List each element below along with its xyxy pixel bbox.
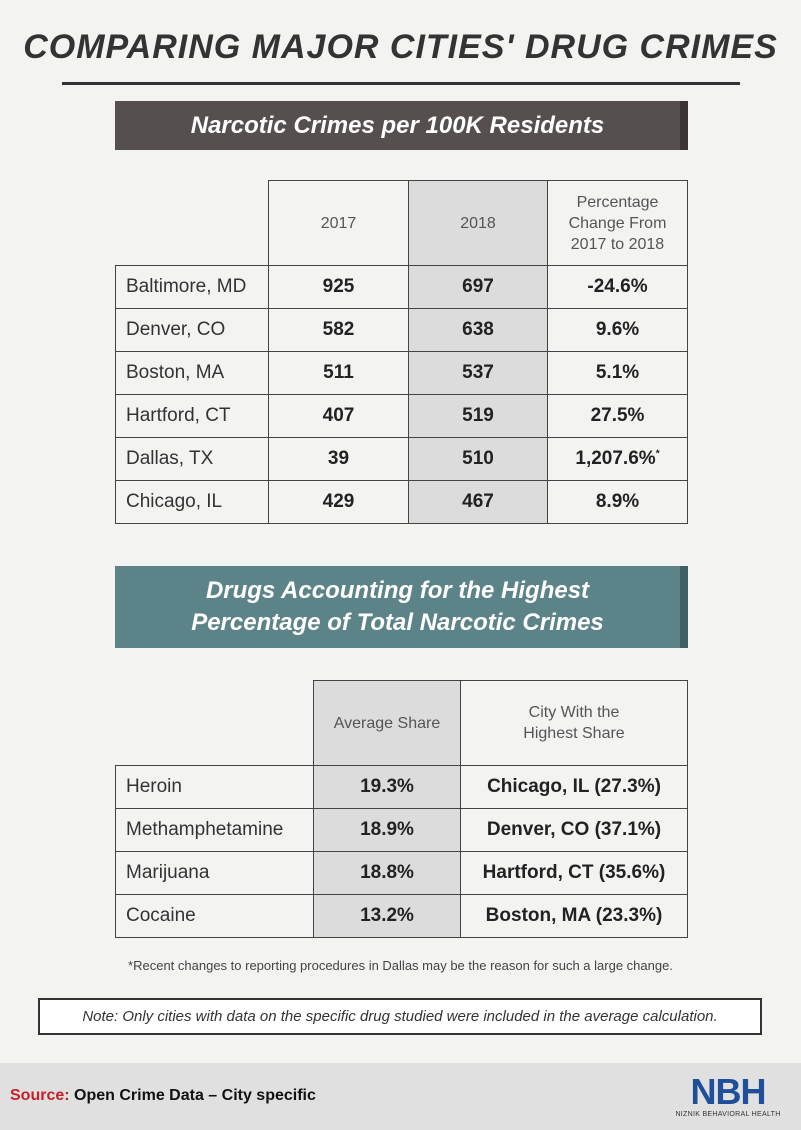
table-header-row: 2017 2018 Percentage Change From 2017 to… [115,180,688,266]
logo-name: NIZNIK BEHAVIORAL HEALTH [675,1111,781,1118]
value-2017: 39 [268,437,409,481]
page-title: COMPARING MAJOR CITIES' DRUG CRIMES [23,28,778,66]
drug-cell: Marijuana [115,851,314,895]
table-header-row: Average Share City With the Highest Shar… [115,680,688,766]
table-row: Denver, CO 582 638 9.6% [115,308,688,352]
change-value: 9.6% [595,319,640,340]
city-cell: Denver, CO [115,308,269,352]
footnote: *Recent changes to reporting procedures … [128,958,673,973]
column-header: Average Share [313,680,461,766]
footnote-mark: * [655,448,660,460]
change-value: 27.5% [590,405,645,426]
column-header: City With the Highest Share [460,680,688,766]
highest-share-city: Hartford, CT (35.6%) [460,851,688,895]
change-cell: 9.6% [547,308,688,352]
change-cell: -24.6% [547,265,688,309]
value-2018: 537 [408,351,548,395]
table-row: Hartford, CT 407 519 27.5% [115,394,688,438]
change-cell: 5.1% [547,351,688,395]
value-2017: 407 [268,394,409,438]
column-header: 2017 [268,180,409,266]
table1-heading: Narcotic Crimes per 100K Residents [115,101,688,150]
column-header: Percentage Change From 2017 to 2018 [547,180,688,266]
city-cell: Dallas, TX [115,437,269,481]
logo-mark: NBH [690,1071,767,1112]
value-2017: 511 [268,351,409,395]
value-2018: 519 [408,394,548,438]
highest-share-city: Chicago, IL (27.3%) [460,765,688,809]
source-text: Open Crime Data – City specific [74,1087,316,1104]
highest-share-city: Boston, MA (23.3%) [460,894,688,938]
column-header: 2018 [408,180,548,266]
table-row: Chicago, IL 429 467 8.9% [115,480,688,524]
value-2018: 467 [408,480,548,524]
drug-cell: Heroin [115,765,314,809]
drug-share-table: Average Share City With the Highest Shar… [115,680,688,938]
average-share: 13.2% [313,894,461,938]
table-row: Boston, MA 511 537 5.1% [115,351,688,395]
footer-band [0,1063,801,1130]
note-box: Note: Only cities with data on the speci… [38,998,762,1035]
table-row: Marijuana 18.8% Hartford, CT (35.6%) [115,851,688,895]
narcotic-crimes-table: 2017 2018 Percentage Change From 2017 to… [115,180,688,524]
drug-cell: Cocaine [115,894,314,938]
value-2018: 638 [408,308,548,352]
heading-line: Drugs Accounting for the Highest [205,577,590,604]
title-underline [62,82,740,85]
city-cell: Baltimore, MD [115,265,269,309]
table-row: Methamphetamine 18.9% Denver, CO (37.1%) [115,808,688,852]
average-share: 18.9% [313,808,461,852]
nbh-logo: NBH NIZNIK BEHAVIORAL HEALTH [668,1071,788,1119]
change-value: 8.9% [595,491,640,512]
change-value: 1,207.6% [575,448,656,469]
drug-cell: Methamphetamine [115,808,314,852]
value-2017: 429 [268,480,409,524]
city-cell: Boston, MA [115,351,269,395]
value-2017: 582 [268,308,409,352]
source-label: Source: [10,1087,70,1104]
table2-heading: Drugs Accounting for the Highest Percenta… [115,566,688,648]
average-share: 19.3% [313,765,461,809]
city-cell: Chicago, IL [115,480,269,524]
value-2018: 510 [408,437,548,481]
change-value: 5.1% [595,362,640,383]
change-value: -24.6% [587,276,648,297]
change-cell: 27.5% [547,394,688,438]
city-cell: Hartford, CT [115,394,269,438]
table-row: Dallas, TX 39 510 1,207.6%* [115,437,688,481]
change-cell: 1,207.6%* [547,437,688,481]
value-2018: 697 [408,265,548,309]
change-cell: 8.9% [547,480,688,524]
average-share: 18.8% [313,851,461,895]
source-line: Source: Open Crime Data – City specific [10,1087,316,1105]
heading-line: Percentage of Total Narcotic Crimes [191,609,604,636]
highest-share-city: Denver, CO (37.1%) [460,808,688,852]
value-2017: 925 [268,265,409,309]
table-row: Heroin 19.3% Chicago, IL (27.3%) [115,765,688,809]
table-row: Baltimore, MD 925 697 -24.6% [115,265,688,309]
table-row: Cocaine 13.2% Boston, MA (23.3%) [115,894,688,938]
